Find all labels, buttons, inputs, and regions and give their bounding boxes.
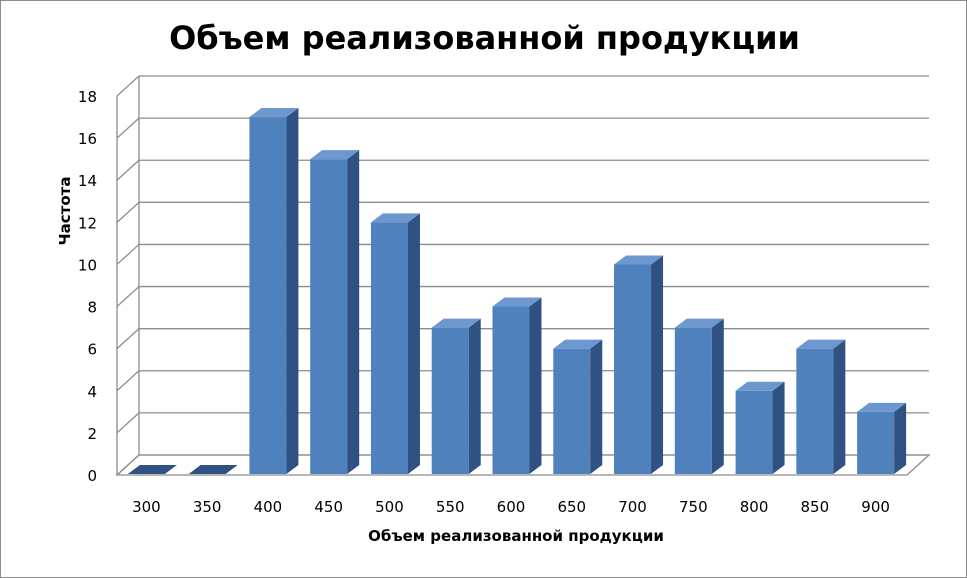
bar-top xyxy=(188,465,238,474)
gridline-diag xyxy=(116,243,140,265)
bar-top xyxy=(553,339,603,349)
gridline-diag xyxy=(116,75,140,97)
bar-side xyxy=(590,339,603,474)
bar-top xyxy=(857,402,907,412)
bar xyxy=(735,390,773,474)
x-tick-label: 600 xyxy=(497,498,526,516)
bar-top xyxy=(674,318,724,328)
y-tick-label: 16 xyxy=(78,130,97,148)
y-tick-label: 10 xyxy=(78,256,97,274)
bar-side xyxy=(529,297,542,474)
gridline-diag xyxy=(116,370,140,392)
chart-title: Объем реализованной продукции xyxy=(169,19,800,57)
bar xyxy=(553,348,591,474)
x-tick-label: 850 xyxy=(801,498,830,516)
bar xyxy=(249,117,287,475)
gridline-diag xyxy=(116,286,140,308)
bar-top xyxy=(614,255,664,265)
bar xyxy=(492,306,530,474)
y-tick-label: 14 xyxy=(78,172,97,190)
x-tick-label: 300 xyxy=(132,498,161,516)
x-tick-label: 400 xyxy=(254,498,283,516)
y-tick-label: 0 xyxy=(87,467,97,485)
x-tick-label: 500 xyxy=(375,498,404,516)
bar-side xyxy=(407,213,420,475)
bar-top xyxy=(796,339,846,349)
y-tick-label: 2 xyxy=(87,425,97,443)
bar-top xyxy=(310,150,360,160)
x-tick-label: 650 xyxy=(557,498,586,516)
bar xyxy=(370,222,408,474)
gridline-diag xyxy=(116,412,140,434)
y-tick-label: 8 xyxy=(87,299,97,317)
bar-side xyxy=(833,339,846,474)
y-tick-label: 4 xyxy=(87,383,97,401)
bar-top xyxy=(370,213,420,223)
y-tick-label: 18 xyxy=(78,88,97,106)
bar xyxy=(796,348,834,474)
y-tick-label: 12 xyxy=(78,214,97,232)
gridline-diag xyxy=(116,159,140,181)
bar-side xyxy=(468,318,481,474)
bar-side xyxy=(347,150,360,474)
bar-side xyxy=(651,255,664,474)
bar-side xyxy=(711,318,724,474)
bar xyxy=(310,159,348,474)
bar xyxy=(857,411,895,474)
x-tick-label: 750 xyxy=(679,498,708,516)
bar-top xyxy=(431,318,481,328)
gridline-diag xyxy=(116,328,140,350)
x-tick-label: 450 xyxy=(314,498,343,516)
x-axis-label: Объем реализованной продукции xyxy=(368,527,664,545)
bar-top xyxy=(492,297,542,307)
x-tick-label: 900 xyxy=(861,498,890,516)
gridline-diag xyxy=(116,201,140,223)
bar xyxy=(674,327,712,474)
bar xyxy=(431,327,469,474)
y-tick-label: 6 xyxy=(87,341,97,359)
x-tick-label: 800 xyxy=(740,498,769,516)
chart-floor xyxy=(115,454,931,476)
bar-side xyxy=(772,381,785,474)
x-tick-label: 350 xyxy=(193,498,222,516)
x-tick-label: 700 xyxy=(618,498,647,516)
bar-side xyxy=(894,402,907,474)
bar xyxy=(614,264,652,474)
gridline-diag xyxy=(116,117,140,139)
bar-top xyxy=(249,108,299,118)
bar-side xyxy=(286,108,299,475)
bar-top xyxy=(127,465,177,474)
bar-top xyxy=(735,381,785,391)
x-tick-label: 550 xyxy=(436,498,465,516)
